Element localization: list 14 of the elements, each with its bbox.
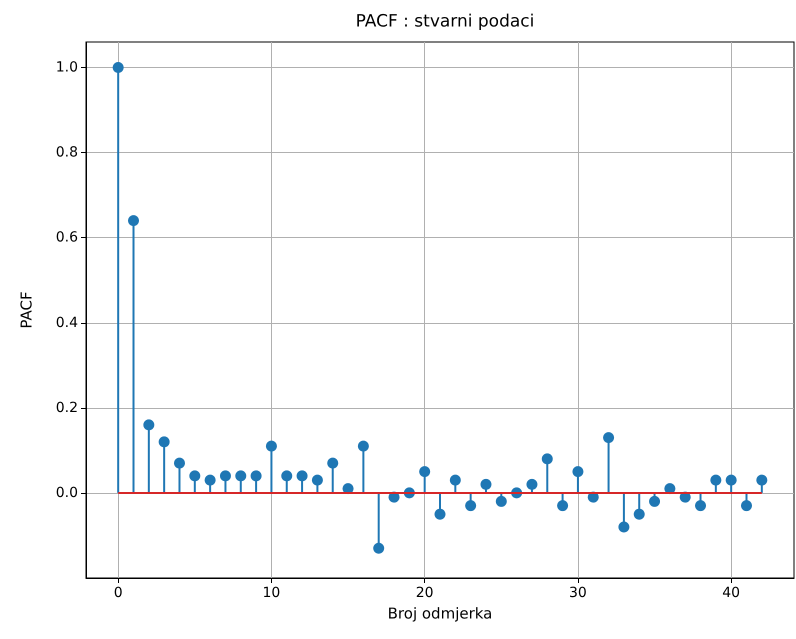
y-tick-label: 0.0 bbox=[56, 484, 78, 501]
x-tick-label: 30 bbox=[569, 585, 587, 601]
y-tick-label: 0.8 bbox=[56, 144, 78, 161]
chart-title: PACF : stvarni podaci bbox=[356, 12, 534, 32]
x-tick-label: 0 bbox=[114, 585, 123, 601]
x-axis-title: Broj odmjerka bbox=[388, 604, 492, 622]
y-tick-label: 0.4 bbox=[56, 314, 78, 331]
y-axis-title: PACF bbox=[18, 291, 36, 329]
x-tick-label: 10 bbox=[262, 585, 280, 601]
x-tick-label: 20 bbox=[416, 585, 434, 601]
x-tick-label: 40 bbox=[722, 585, 740, 601]
y-tick-label: 0.2 bbox=[56, 400, 78, 416]
y-tick-label: 1.0 bbox=[56, 60, 78, 76]
y-tick-label: 0.6 bbox=[56, 230, 78, 246]
